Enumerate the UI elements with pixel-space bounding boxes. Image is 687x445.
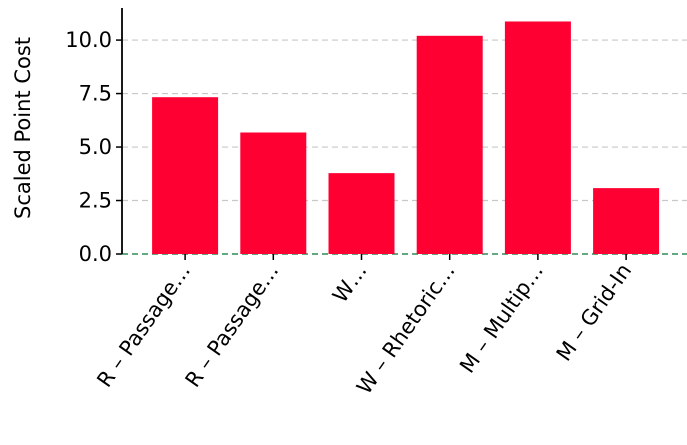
- bars-layer: [152, 21, 660, 255]
- bar: [240, 132, 307, 254]
- y-tick-label: 5.0: [79, 135, 112, 159]
- x-category-label: W – Rhetoric…: [352, 259, 460, 399]
- x-category-label: M – Grid-In: [552, 259, 637, 365]
- y-tick-label: 10.0: [65, 28, 112, 52]
- bar: [152, 97, 219, 254]
- y-tick-label: 0.0: [79, 242, 112, 266]
- y-tick-label: 7.5: [79, 82, 112, 106]
- x-category-label: M – Multip…: [455, 259, 548, 377]
- bar: [328, 173, 395, 254]
- y-axis-title: Scaled Point Cost: [11, 37, 35, 219]
- y-tick-labels: 0.0 2.5 5.0 7.5 10.0: [65, 28, 112, 266]
- x-category-label: R – Passage…: [92, 259, 195, 392]
- x-category-label: W…: [328, 259, 372, 307]
- x-tick-labels: R – Passage…R – Passage… W…W – Rhetoric…M…: [92, 259, 636, 399]
- y-tick-label: 2.5: [79, 189, 112, 213]
- x-category-label: R – Passage…: [181, 259, 284, 392]
- axes-layer: [116, 8, 627, 260]
- bar: [593, 188, 660, 254]
- bar: [504, 21, 571, 255]
- bar: [416, 35, 483, 254]
